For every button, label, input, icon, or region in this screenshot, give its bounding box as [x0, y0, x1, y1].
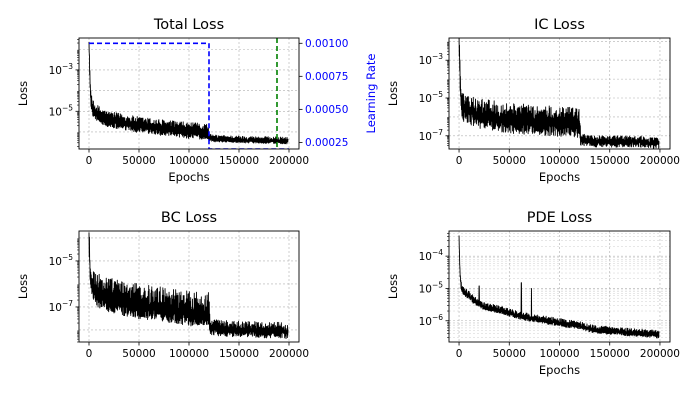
plot-area — [458, 235, 660, 339]
x-tick-label: 50000 — [493, 155, 526, 167]
y2-axis-label: Learning Rate — [364, 54, 378, 134]
y-tick-label: 10−3 — [419, 52, 444, 67]
y-tick-label: 10−6 — [419, 313, 444, 328]
y-tick-label: 10−5 — [419, 90, 444, 105]
y-tick-label: 10−5 — [49, 103, 74, 118]
x-axis-label: Epochs — [539, 170, 580, 184]
x-axis-label: Epochs — [168, 170, 209, 184]
chart-title: PDE Loss — [527, 210, 592, 226]
y-tick-label: 10−7 — [419, 128, 444, 143]
x-tick-label: 200000 — [640, 155, 680, 167]
chart-title: Total Loss — [153, 17, 224, 33]
loss-series-line — [458, 235, 660, 339]
x-tick-label: 50000 — [493, 348, 526, 360]
chart-panel-2: 0 50000 100000 150000 200000 10−3 10−5 10−7 IC L… — [386, 17, 680, 184]
plot-area — [88, 232, 289, 340]
y-axis-label: Loss — [386, 81, 400, 106]
x-tick-label: 100000 — [169, 155, 209, 167]
x-tick-label: 50000 — [122, 155, 155, 167]
y-axis-label: Loss — [16, 274, 30, 299]
y2-tick-label: 0.00025 — [305, 137, 348, 149]
y2-tick-label: 0.00050 — [305, 104, 348, 116]
loss-series-line — [458, 38, 660, 149]
y-axis-label: Loss — [386, 274, 400, 299]
chart-title: BC Loss — [161, 210, 217, 226]
x-tick-label: 200000 — [269, 348, 309, 360]
x-tick-label: 100000 — [169, 348, 209, 360]
x-axis-label: Epochs — [539, 363, 580, 377]
x-tick-label: 50000 — [122, 348, 155, 360]
y-tick-label: 10−3 — [49, 62, 74, 77]
y-tick-label: 10−5 — [49, 253, 74, 268]
x-tick-label: 100000 — [539, 348, 579, 360]
x-tick-label: 0 — [86, 155, 93, 167]
x-tick-label: 150000 — [590, 348, 630, 360]
y2-tick-label: 0.00075 — [305, 71, 348, 83]
x-tick-label: 150000 — [219, 348, 259, 360]
x-tick-label: 0 — [456, 155, 463, 167]
learning-rate-line — [89, 42, 289, 149]
y-tick-label: 10−7 — [49, 299, 74, 314]
chart-panel-3: 0 50000 100000 150000 200000 10−5 10−7 BC Loss L… — [16, 210, 309, 360]
loss-series-line — [88, 232, 289, 340]
loss-series-line — [88, 41, 289, 145]
y-tick-label: 10−4 — [419, 248, 444, 263]
x-tick-label: 150000 — [219, 155, 259, 167]
chart-title: IC Loss — [534, 17, 585, 33]
x-tick-label: 0 — [456, 348, 463, 360]
y2-tick-label: 0.00100 — [305, 38, 348, 50]
x-tick-label: 200000 — [269, 155, 309, 167]
chart-panel-1: 0.00025 0.00050 0.00075 0.00100 Learning Rat… — [16, 17, 378, 184]
plot-area — [458, 38, 660, 149]
x-tick-label: 200000 — [640, 348, 680, 360]
chart-panel-4: 0 50000 100000 150000 200000 10−4 10−5 10−6 PDE … — [386, 210, 680, 377]
y-tick-label: 10−5 — [419, 280, 444, 295]
x-tick-label: 150000 — [590, 155, 630, 167]
y-axis-label: Loss — [16, 81, 30, 106]
x-tick-label: 0 — [86, 348, 93, 360]
plot-area — [88, 41, 289, 149]
x-tick-label: 100000 — [539, 155, 579, 167]
